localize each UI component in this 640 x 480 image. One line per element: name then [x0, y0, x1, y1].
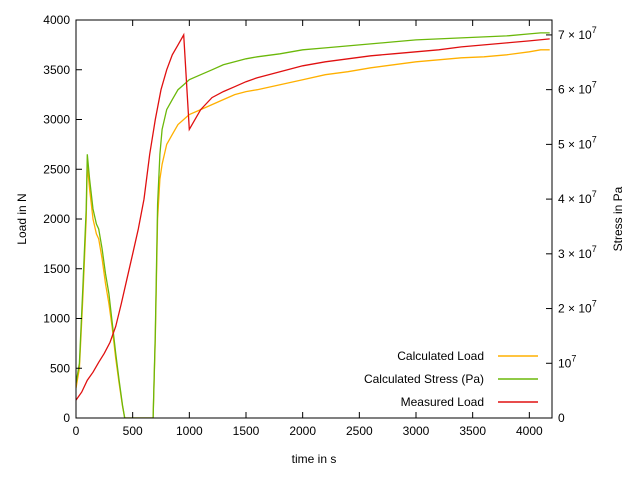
y2-tick-label: 2 × 107: [558, 299, 597, 316]
x-tick-label: 0: [73, 424, 80, 438]
series-line-2: [76, 32, 550, 418]
y-tick-label: 500: [50, 361, 70, 375]
x-axis-label: time in s: [292, 452, 337, 466]
y-axis: 0 500 1000 1500 2000 2500 3000 3500 4000: [43, 13, 82, 425]
y2-axis-label: Stress in Pa: [611, 186, 625, 251]
y-tick-label: 1000: [43, 312, 70, 326]
x-tick-label: 1000: [176, 424, 203, 438]
y-tick-label: 1500: [43, 262, 70, 276]
legend: Calculated Load Calculated Stress (Pa) Mea…: [364, 349, 538, 409]
y2-tick-label: 3 × 107: [558, 244, 597, 261]
y2-tick-label: 0: [558, 411, 565, 425]
y-axis-label: Load in N: [15, 193, 29, 244]
x-tick-label: 3500: [459, 424, 486, 438]
y-tick-label: 0: [63, 411, 70, 425]
x-tick-label: 2500: [346, 424, 373, 438]
y2-tick-label: 6 × 107: [558, 80, 597, 97]
y-tick-label: 2000: [43, 212, 70, 226]
y-tick-label: 3500: [43, 63, 70, 77]
legend-label: Calculated Load: [397, 349, 484, 363]
legend-label: Calculated Stress (Pa): [364, 372, 484, 386]
series-line-3: [76, 32, 550, 401]
legend-label: Measured Load: [401, 395, 484, 409]
x-tick-label: 4000: [516, 424, 543, 438]
y2-axis: 0 107 2 × 107 3 × 107 4 × 107 5 × 107 6 × 107 7…: [546, 25, 597, 425]
x-tick-label: 500: [123, 424, 143, 438]
y-tick-label: 4000: [43, 13, 70, 27]
x-tick-label: 3000: [403, 424, 430, 438]
y2-tick-label: 4 × 107: [558, 189, 597, 206]
x-axis: 0 500 1000 1500 2000 2500 3000 3500 4000: [73, 20, 543, 438]
y-tick-label: 2500: [43, 162, 70, 176]
x-tick-label: 1500: [233, 424, 260, 438]
x-tick-label: 2000: [289, 424, 316, 438]
y2-tick-label: 5 × 107: [558, 134, 597, 151]
series-layer: [76, 32, 550, 418]
series-line-1: [76, 49, 550, 418]
y-tick-label: 3000: [43, 113, 70, 127]
y2-tick-label: 7 × 107: [558, 25, 597, 42]
y2-tick-label: 107: [558, 353, 576, 370]
